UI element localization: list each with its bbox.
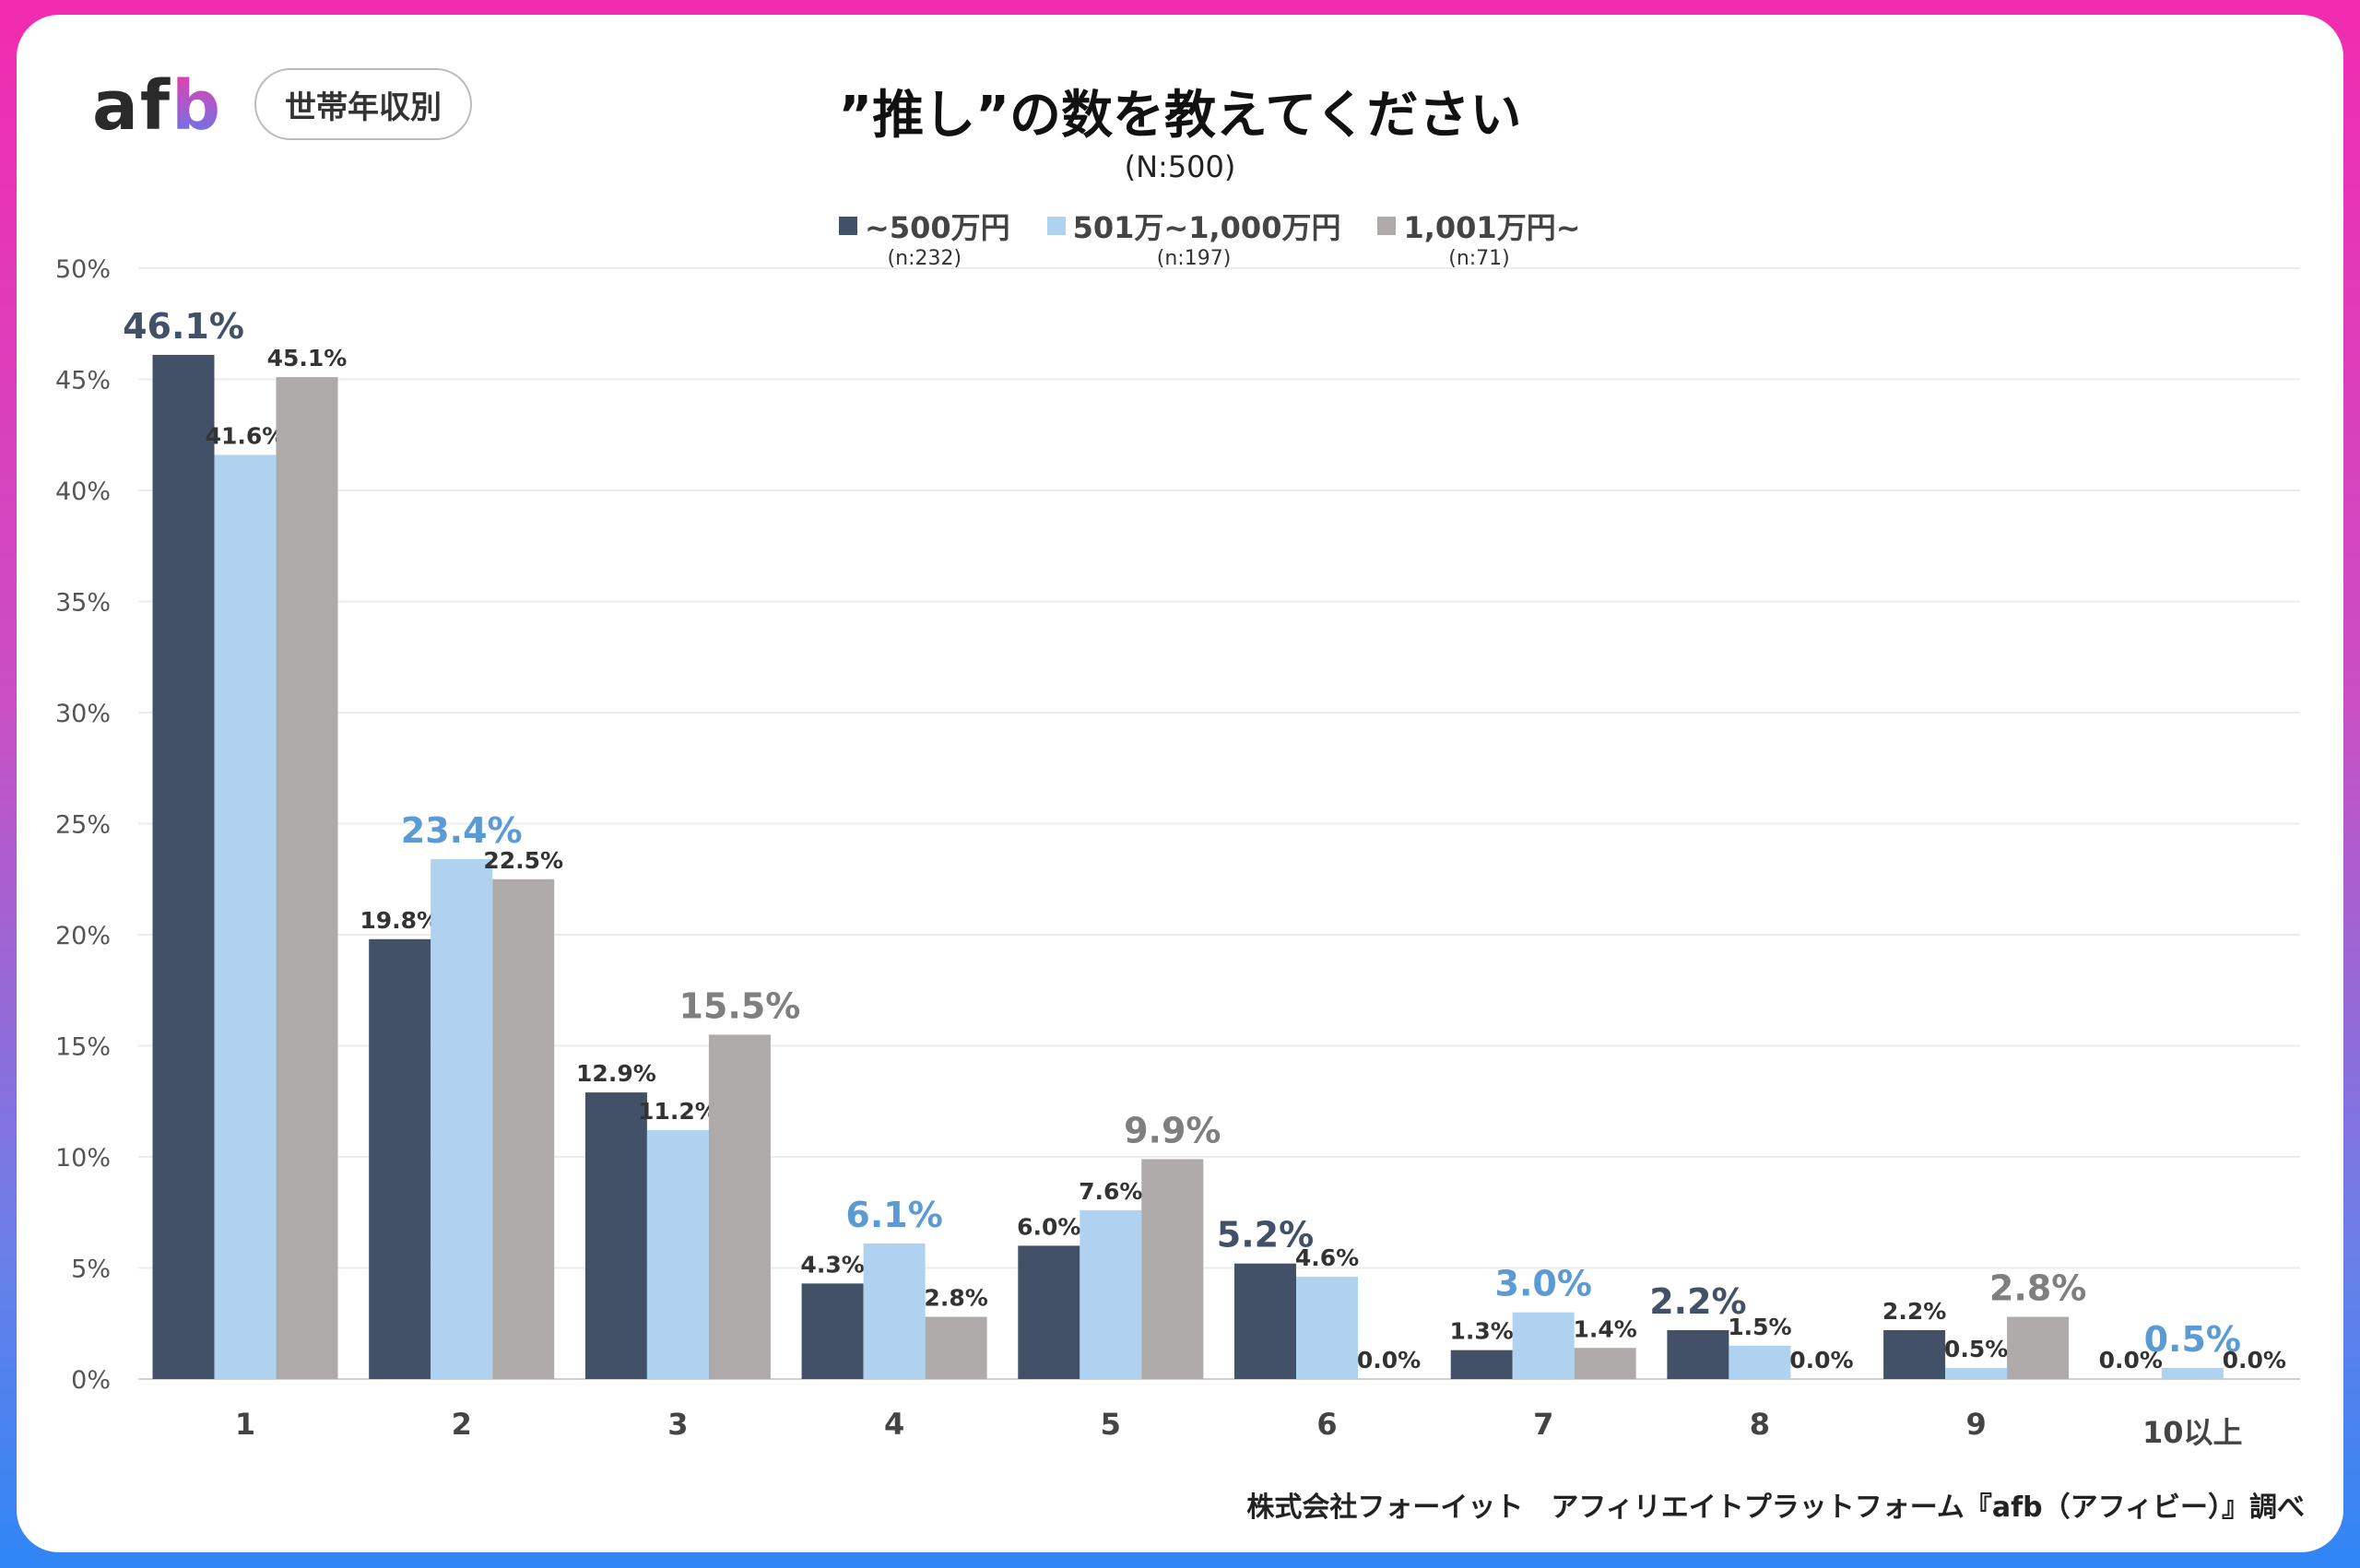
bar: [276, 377, 338, 1380]
bar: [1018, 1245, 1080, 1379]
legend-label: 501万~1,000万円: [1072, 210, 1341, 245]
legend-n: (n:232): [887, 247, 962, 270]
data-label: 7.6%: [1079, 1178, 1142, 1205]
afb-logo: afb: [92, 66, 223, 146]
x-tick-label: 6: [1316, 1407, 1337, 1442]
bar: [1883, 1329, 1946, 1379]
x-tick-label: 7: [1533, 1407, 1553, 1442]
data-label: 9.9%: [1124, 1110, 1221, 1150]
y-tick-label: 0%: [71, 1366, 111, 1395]
y-tick-label: 10%: [55, 1144, 111, 1173]
x-tick-label: 10以上: [2142, 1415, 2243, 1450]
y-tick-label: 45%: [55, 367, 111, 395]
legend-n: (n:71): [1448, 247, 1510, 270]
bar: [925, 1316, 987, 1379]
legend-swatch: [839, 217, 857, 235]
legend-label: ~500万円: [865, 210, 1010, 245]
source-note: 株式会社フォーイット アフィリエイトプラットフォーム『afb（アフィビー）』調べ: [1246, 1491, 2305, 1524]
bar: [1080, 1209, 1142, 1379]
data-label: 6.0%: [1017, 1213, 1080, 1240]
bar: [1141, 1159, 1204, 1379]
bar: [492, 878, 555, 1379]
bar: [2161, 1367, 2224, 1379]
bar: [801, 1283, 864, 1379]
bar: [1574, 1348, 1636, 1379]
y-tick-label: 30%: [55, 700, 111, 728]
chart-subtitle: (N:500): [1124, 149, 1236, 184]
legend-swatch: [1046, 217, 1066, 235]
bar: [584, 1092, 647, 1379]
x-tick-label: 1: [235, 1407, 255, 1442]
legend-item: 1,001万円~ (n:71): [1377, 205, 1581, 270]
data-label: 46.1%: [123, 306, 244, 347]
x-tick-label: 5: [1101, 1407, 1121, 1442]
legend-item: 501万~1,000万円 (n:197): [1046, 205, 1341, 270]
data-label: 0.5%: [2144, 1319, 2241, 1360]
data-label: 5.2%: [1217, 1215, 1314, 1256]
bar: [1512, 1312, 1575, 1379]
data-label: 4.3%: [800, 1251, 864, 1278]
data-label: 15.5%: [678, 985, 800, 1026]
bar: [646, 1130, 709, 1379]
y-tick-label: 35%: [55, 589, 111, 618]
bar: [1450, 1350, 1513, 1379]
bar: [2007, 1316, 2070, 1379]
bar: [1234, 1263, 1296, 1379]
y-tick-label: 5%: [71, 1256, 111, 1284]
bar: [863, 1243, 926, 1379]
legend-item: ~500万円 (n:232): [839, 205, 1010, 270]
x-tick-label: 2: [452, 1407, 472, 1442]
data-label: 41.6%: [206, 422, 286, 449]
y-tick-label: 20%: [55, 922, 111, 950]
data-label: 11.2%: [638, 1098, 718, 1125]
data-label: 12.9%: [576, 1060, 656, 1087]
data-label: 0.0%: [2223, 1347, 2286, 1373]
data-label: 2.2%: [1882, 1298, 1946, 1325]
data-label: 1.5%: [1728, 1314, 1791, 1340]
data-label: 0.0%: [1357, 1347, 1421, 1373]
y-tick-label: 25%: [55, 811, 111, 840]
y-tick-label: 15%: [55, 1033, 111, 1062]
bar: [214, 454, 277, 1379]
data-label: 22.5%: [483, 847, 563, 874]
bar: [369, 938, 431, 1379]
data-label: 6.1%: [845, 1195, 942, 1235]
bar: [431, 859, 493, 1379]
legend-swatch: [1377, 217, 1397, 235]
data-label: 1.3%: [1450, 1318, 1514, 1345]
bar: [1729, 1345, 1791, 1379]
legend: ~500万円 (n:232) 501万~1,000万円 (n:197) 1,001万…: [839, 205, 1581, 270]
data-label: 2.2%: [1649, 1281, 1746, 1322]
y-tick-label: 40%: [55, 477, 111, 506]
filter-badge: 世帯年収別: [254, 68, 472, 140]
legend-n: (n:197): [1156, 247, 1232, 270]
data-label: 1.4%: [1574, 1315, 1637, 1342]
data-label: 19.8%: [360, 907, 440, 934]
x-tick-label: 4: [884, 1407, 904, 1442]
legend-label: 1,001万円~: [1403, 210, 1581, 245]
bar: [152, 354, 215, 1379]
x-tick-label: 3: [667, 1407, 688, 1442]
data-label: 3.0%: [1495, 1264, 1592, 1304]
data-label: 0.0%: [2099, 1347, 2163, 1373]
bar: [1296, 1277, 1358, 1379]
data-label: 2.8%: [1989, 1268, 2086, 1309]
x-tick-label: 8: [1750, 1407, 1770, 1442]
y-tick-label: 50%: [55, 255, 111, 284]
bar: [1667, 1329, 1729, 1379]
data-label: 0.0%: [1789, 1347, 1853, 1373]
data-label: 0.5%: [1944, 1336, 2008, 1362]
data-label: 4.6%: [1295, 1244, 1359, 1271]
data-label: 2.8%: [924, 1285, 987, 1312]
data-label: 45.1%: [267, 345, 348, 371]
chart-title: ”推し”の数を教えてください: [838, 86, 1522, 146]
x-tick-label: 9: [1965, 1407, 1986, 1442]
data-label: 23.4%: [401, 810, 523, 851]
bar: [1945, 1367, 2008, 1379]
bar: [708, 1034, 771, 1379]
